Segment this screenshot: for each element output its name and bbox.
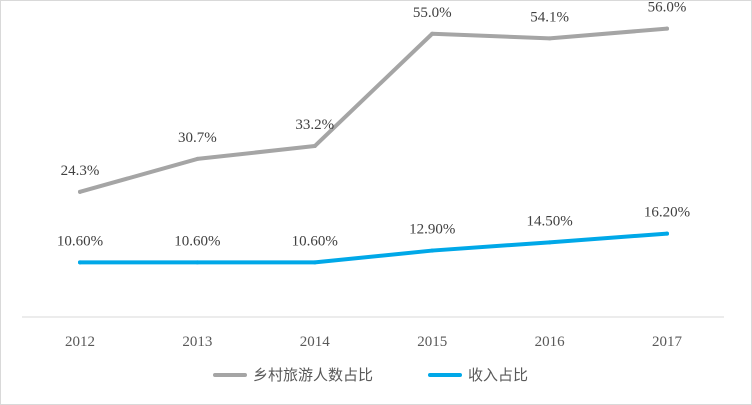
data-label: 10.60% [292,233,338,249]
series-line-1 [78,26,669,194]
data-labels: 24.3% 30.7% 33.2% 55.0% 54.1% 56.0% 10.60% 10.6… [57,0,690,249]
data-point [665,26,669,31]
data-label: 10.60% [57,233,103,249]
data-point [312,260,317,265]
x-tick-label: 2015 [417,334,447,350]
data-point [547,36,552,41]
data-label: 16.20% [644,205,690,221]
data-point [78,189,82,194]
legend-label: 收入占比 [468,366,528,384]
x-tick-label: 2014 [300,334,331,350]
data-label: 55.0% [413,5,452,21]
data-label: 14.50% [526,213,572,229]
data-point [430,248,435,253]
data-point [430,31,435,36]
legend: 乡村旅游人数占比 收入占比 [213,366,528,384]
legend-label: 乡村旅游人数占比 [253,366,373,384]
data-point [547,240,552,245]
data-point [195,260,200,265]
data-label: 24.3% [61,163,100,179]
series-lines [78,26,669,265]
x-tick-label: 2017 [652,334,683,350]
x-tick-label: 2016 [535,334,566,350]
data-label: 30.7% [178,130,217,146]
data-point [78,260,82,265]
data-point [312,144,317,149]
legend-item-1: 乡村旅游人数占比 [213,366,373,384]
series-line-2 [78,231,669,265]
data-label: 54.1% [530,9,569,25]
x-tick-label: 2013 [182,334,212,350]
data-label: 56.0% [648,0,687,16]
data-label: 12.90% [409,222,455,238]
legend-item-2: 收入占比 [428,366,528,384]
x-tick-label: 2012 [65,334,95,350]
data-label: 10.60% [174,233,220,249]
data-point [665,231,669,236]
data-point [195,156,200,161]
data-label: 33.2% [295,117,334,133]
x-tick-labels: 2012 2013 2014 2015 2016 2017 [65,334,683,350]
